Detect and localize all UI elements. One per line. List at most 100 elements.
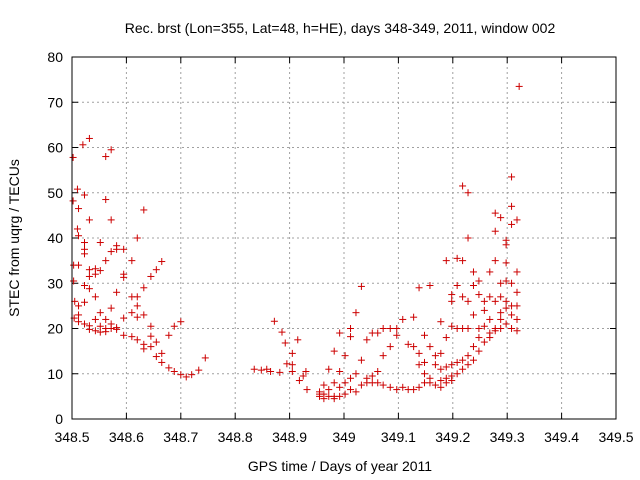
data-point xyxy=(480,306,488,314)
data-point xyxy=(415,349,423,357)
data-point xyxy=(513,302,521,310)
data-point xyxy=(347,325,355,332)
y-tick-label: 40 xyxy=(47,230,63,246)
data-point xyxy=(486,334,494,342)
data-point xyxy=(363,336,371,344)
data-point xyxy=(120,245,128,253)
data-point xyxy=(347,374,355,382)
data-point xyxy=(81,282,89,290)
data-point xyxy=(325,365,333,373)
data-point xyxy=(459,356,467,364)
x-tick-label: 349.4 xyxy=(544,429,579,445)
data-point xyxy=(113,245,121,253)
data-point xyxy=(276,368,284,376)
data-point xyxy=(464,352,472,360)
data-point xyxy=(431,361,439,369)
y-axis-label: STEC from uqrg / TECUs xyxy=(6,159,22,317)
y-tick-label: 30 xyxy=(47,275,63,291)
data-point xyxy=(170,367,178,375)
data-point xyxy=(85,266,93,274)
data-points xyxy=(69,82,523,403)
data-point xyxy=(497,293,505,301)
data-point xyxy=(374,379,382,387)
data-point xyxy=(278,328,286,336)
data-point xyxy=(502,277,510,285)
data-point xyxy=(341,352,349,360)
data-point xyxy=(165,331,173,339)
data-point xyxy=(497,309,505,317)
data-point xyxy=(75,311,83,319)
data-point xyxy=(182,373,190,381)
data-point xyxy=(79,141,87,149)
data-point xyxy=(96,309,104,317)
data-point xyxy=(85,272,93,280)
data-point xyxy=(399,383,407,391)
data-point xyxy=(513,216,521,224)
data-point xyxy=(469,356,477,364)
data-point xyxy=(448,322,456,330)
data-point xyxy=(508,279,516,287)
data-point xyxy=(475,347,483,355)
data-point xyxy=(475,277,483,285)
data-point xyxy=(386,383,394,391)
x-tick-label: 349.5 xyxy=(598,429,633,445)
data-point xyxy=(464,189,472,197)
data-point xyxy=(113,288,121,296)
data-point xyxy=(469,268,477,276)
x-tick-label: 348.7 xyxy=(163,429,198,445)
data-point xyxy=(379,325,387,332)
data-point xyxy=(453,282,461,290)
data-point xyxy=(107,216,115,224)
data-point xyxy=(330,347,338,355)
data-point xyxy=(421,358,429,366)
data-point xyxy=(336,383,344,391)
data-point xyxy=(491,257,499,265)
y-tick-labels: 0 10 20 30 40 50 60 70 80 xyxy=(47,49,63,427)
data-point xyxy=(497,325,505,332)
data-point xyxy=(75,261,83,269)
data-point xyxy=(288,361,296,369)
data-point xyxy=(508,202,516,210)
data-point xyxy=(486,315,494,323)
data-point xyxy=(459,365,467,373)
data-point xyxy=(453,358,461,366)
data-point xyxy=(201,354,209,362)
data-point xyxy=(91,293,99,301)
data-point xyxy=(475,291,483,299)
data-point xyxy=(70,277,78,285)
data-point xyxy=(96,267,104,275)
data-point xyxy=(81,239,89,247)
data-point xyxy=(81,250,89,258)
data-point xyxy=(69,153,77,161)
data-point xyxy=(426,379,434,387)
data-point xyxy=(107,146,115,154)
x-tick-label: 349.2 xyxy=(435,429,470,445)
data-point xyxy=(133,336,141,344)
data-point xyxy=(374,329,382,337)
data-point xyxy=(81,298,89,306)
data-point xyxy=(330,395,338,403)
data-point xyxy=(513,288,521,296)
data-point xyxy=(491,227,499,235)
data-point xyxy=(448,377,456,385)
data-point xyxy=(502,320,510,328)
data-point xyxy=(140,311,148,319)
data-point xyxy=(437,318,445,326)
data-point xyxy=(426,343,434,351)
data-point xyxy=(502,241,510,249)
data-point xyxy=(75,205,83,213)
data-point xyxy=(464,297,472,305)
data-point xyxy=(515,82,523,90)
data-point xyxy=(464,234,472,242)
data-point xyxy=(469,343,477,351)
data-point xyxy=(459,257,467,265)
data-point xyxy=(320,395,328,403)
data-point xyxy=(107,248,115,256)
data-point xyxy=(459,182,467,190)
data-point xyxy=(437,377,445,385)
y-tick-label: 80 xyxy=(47,49,63,65)
x-tick-label: 349.3 xyxy=(490,429,525,445)
data-point xyxy=(147,332,155,340)
data-point xyxy=(96,322,104,330)
